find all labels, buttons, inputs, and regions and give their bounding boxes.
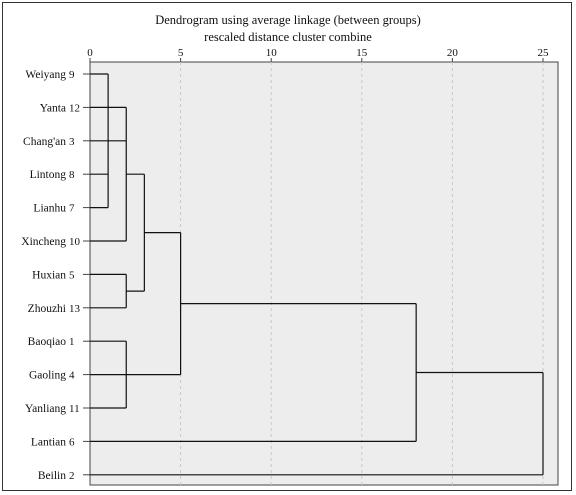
x-tick-label: 25	[538, 47, 550, 59]
chart-subtitle: rescaled distance cluster combine	[204, 30, 372, 44]
x-tick-label: 10	[266, 47, 278, 59]
leaf-name: Lianhu	[33, 203, 66, 215]
chart-title: Dendrogram using average linkage (betwee…	[155, 13, 421, 27]
leaf-id: 4	[69, 370, 75, 382]
leaf-name: Huxian	[32, 269, 66, 281]
leaf-name: Lintong	[30, 169, 67, 181]
leaf-id: 12	[69, 102, 80, 114]
leaf-name: Chang'an	[23, 136, 66, 148]
leaf-name: Weiyang	[25, 69, 66, 81]
leaf-id: 7	[69, 203, 75, 215]
leaf-name: Yanliang	[25, 403, 66, 415]
leaf-name: Beilin	[38, 470, 66, 482]
leaf-id: 3	[69, 136, 75, 148]
x-tick-label: 0	[87, 47, 93, 59]
leaf-name: Lantian	[31, 436, 66, 448]
leaf-name: Gaoling	[29, 370, 66, 382]
leaf-id: 5	[69, 269, 75, 281]
leaf-id: 11	[69, 403, 80, 415]
leaf-id: 13	[69, 303, 81, 315]
leaf-id: 8	[69, 169, 75, 181]
plot-area	[89, 61, 559, 486]
leaf-id: 1	[69, 336, 75, 348]
leaf-id: 6	[69, 436, 75, 448]
x-tick-label: 5	[178, 47, 184, 59]
leaf-name: Baoqiao	[28, 336, 67, 348]
leaf-name: Xincheng	[21, 236, 66, 248]
leaf-id: 2	[69, 470, 75, 482]
leaf-id: 9	[69, 69, 75, 81]
leaf-id: 10	[69, 236, 81, 248]
x-tick-label: 15	[356, 47, 368, 59]
x-tick-label: 20	[447, 47, 459, 59]
leaf-name: Zhouzhi	[28, 303, 66, 315]
leaf-name: Yanta	[40, 102, 66, 114]
